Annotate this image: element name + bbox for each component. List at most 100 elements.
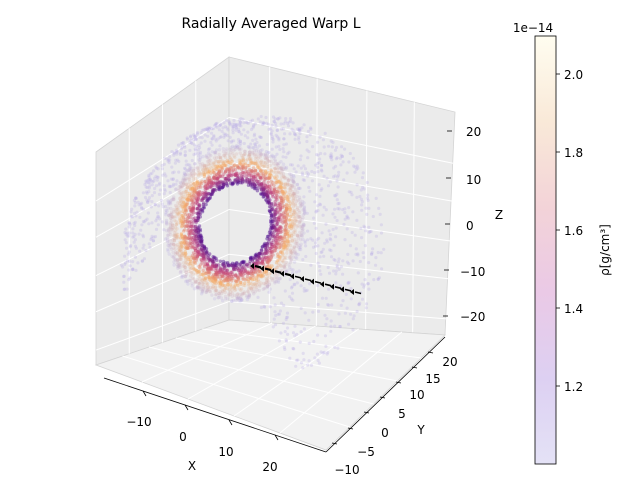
particle-point — [305, 135, 309, 139]
particle-point — [217, 155, 221, 159]
particle-point — [253, 142, 257, 146]
particle-point — [339, 303, 343, 307]
particle-point — [246, 180, 251, 184]
particle-point — [340, 154, 344, 159]
particle-point — [202, 128, 206, 132]
particle-point — [329, 155, 333, 159]
particle-point — [283, 196, 287, 201]
particle-point — [341, 259, 345, 263]
particle-point — [351, 317, 355, 321]
particle-point — [250, 169, 254, 173]
particle-point — [264, 270, 269, 274]
particle-point — [285, 326, 290, 330]
particle-point — [182, 241, 186, 245]
particle-point — [311, 245, 316, 249]
particle-point — [259, 169, 263, 173]
particle-point — [251, 138, 255, 142]
particle-point — [189, 141, 193, 145]
particle-point — [346, 252, 350, 256]
particle-point — [287, 234, 291, 238]
particle-point — [268, 172, 273, 176]
particle-point — [260, 148, 264, 152]
particle-point — [232, 181, 236, 185]
particle-point — [319, 168, 323, 172]
particle-point — [194, 134, 198, 138]
particle-point — [270, 201, 274, 206]
particle-point — [297, 245, 301, 250]
particle-point — [274, 124, 278, 128]
particle-point — [213, 159, 218, 163]
particle-point — [252, 148, 257, 153]
particle-point — [210, 131, 214, 135]
particle-point — [328, 154, 332, 158]
particle-point — [362, 285, 366, 289]
particle-point — [345, 215, 349, 219]
particle-point — [146, 200, 150, 204]
particle-point — [237, 127, 241, 131]
particle-point — [221, 299, 225, 303]
particle-point — [241, 156, 245, 161]
particle-point — [242, 121, 246, 125]
particle-point — [167, 184, 171, 188]
particle-point — [220, 268, 225, 272]
particle-point — [206, 183, 210, 187]
particle-point — [206, 128, 210, 132]
particle-point — [235, 182, 240, 186]
particle-point — [249, 256, 253, 261]
particle-point — [214, 292, 219, 296]
particle-point — [205, 267, 210, 272]
x-tick-label: 20 — [262, 460, 277, 474]
particle-point — [286, 231, 290, 236]
particle-point — [197, 238, 201, 243]
particle-point — [203, 133, 207, 137]
particle-point — [249, 142, 253, 146]
particle-point — [209, 166, 213, 170]
particle-point — [166, 249, 170, 253]
particle-point — [260, 251, 265, 256]
particle-point — [227, 177, 231, 181]
particle-point — [202, 257, 206, 261]
particle-point — [155, 217, 159, 221]
y-tick-label: −5 — [357, 445, 375, 459]
particle-point — [167, 201, 171, 205]
particle-point — [213, 137, 218, 141]
particle-point — [329, 324, 333, 328]
particle-point — [145, 179, 149, 183]
particle-point — [316, 283, 320, 288]
particle-point — [284, 270, 288, 274]
particle-point — [184, 189, 189, 194]
particle-point — [184, 207, 188, 211]
particle-point — [228, 135, 232, 139]
particle-point — [335, 192, 339, 196]
particle-point — [174, 222, 178, 227]
particle-point — [223, 134, 227, 138]
particle-point — [289, 214, 293, 219]
particle-point — [247, 153, 251, 157]
particle-point — [238, 120, 243, 124]
particle-point — [229, 150, 233, 155]
particle-point — [262, 180, 266, 184]
particle-point — [271, 253, 275, 257]
particle-point — [357, 303, 361, 307]
particle-point — [178, 199, 183, 203]
particle-point — [188, 186, 192, 191]
particle-point — [270, 123, 274, 127]
particle-point — [339, 284, 343, 288]
particle-point — [330, 158, 334, 162]
particle-point — [263, 241, 267, 246]
particle-point — [205, 128, 209, 132]
particle-point — [140, 223, 144, 227]
particle-point — [206, 198, 210, 202]
particle-point — [232, 124, 236, 129]
particle-point — [214, 265, 219, 269]
particle-point — [283, 225, 288, 229]
particle-point — [315, 238, 319, 242]
particle-point — [275, 259, 280, 263]
particle-point — [268, 176, 272, 180]
particle-point — [245, 297, 250, 302]
particle-point — [269, 242, 273, 246]
particle-point — [155, 178, 159, 182]
particle-point — [236, 268, 241, 273]
particle-point — [227, 170, 231, 174]
particle-point — [184, 159, 188, 163]
